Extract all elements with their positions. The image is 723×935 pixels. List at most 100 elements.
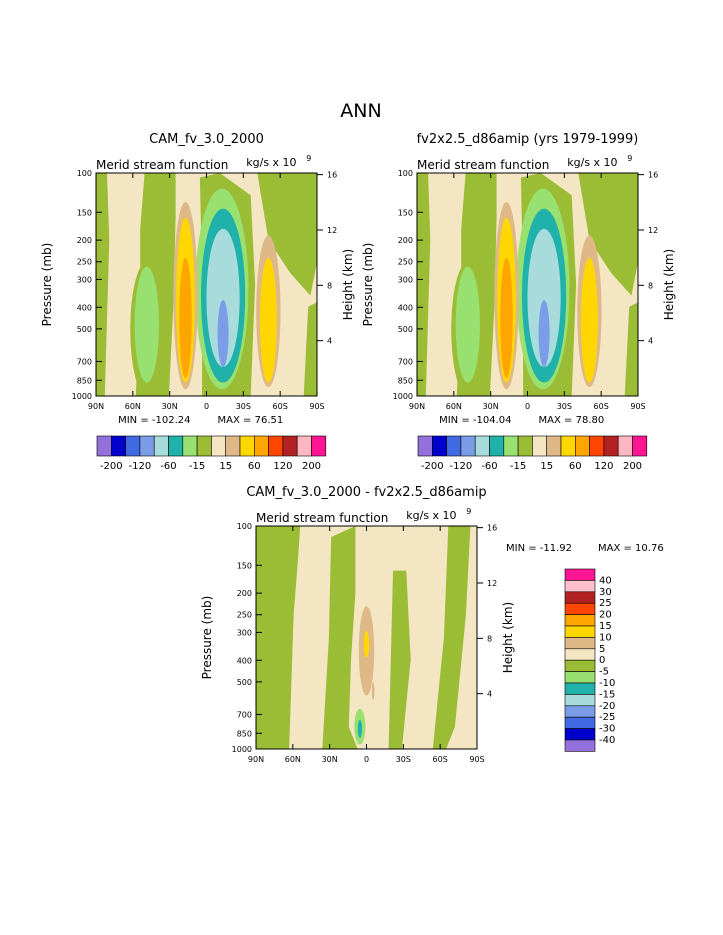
colorbar-swatch [446, 435, 462, 457]
x-tick-label: 60S [594, 402, 609, 411]
colorbar-swatch [460, 435, 476, 457]
field-cell-sh-ferrel-gold [259, 257, 277, 383]
diff-band-4 [432, 526, 471, 749]
y-tick-label: 400 [237, 656, 252, 665]
colorbar-swatch [489, 435, 505, 457]
x-tick-label: 90N [409, 402, 425, 411]
y-tick-label: 400 [398, 303, 413, 312]
colorbar-swatch [564, 568, 596, 581]
panel-bottom: 90N 60N 30N 0 30S 60S 90S100150200250300400500… [200, 485, 664, 764]
colorbar-swatch [153, 435, 169, 457]
y-tick-label: 700 [77, 357, 92, 366]
colorbar-swatch [564, 659, 596, 672]
x-tick-label: 90N [248, 755, 264, 764]
colorbar-swatch [311, 435, 327, 457]
field-band-sh-upper [578, 173, 638, 296]
field-band-sh-upper [257, 173, 317, 296]
x-tick-label: 30N [162, 402, 178, 411]
max-label: MAX = 76.51 [218, 415, 284, 426]
field-cell-nh-orange [179, 257, 192, 379]
field-cell-sh-core [538, 300, 550, 368]
x-tick-label: 90S [309, 402, 324, 411]
colorbar-swatch [564, 739, 596, 752]
y-tick-label: 500 [77, 325, 92, 334]
colorbar-label: -15 [189, 461, 205, 472]
field-band-left [417, 173, 431, 396]
colorbar-label: -120 [450, 461, 473, 472]
y-axis-label: Pressure (mb) [40, 243, 54, 327]
y2-tick-label: 8 [487, 634, 492, 643]
x-tick-label: 60N [446, 402, 462, 411]
colorbar-label: 15 [599, 621, 612, 632]
colorbar-swatch [564, 648, 596, 661]
colorbar-label: -30 [599, 724, 615, 735]
diff-blob-small [371, 682, 375, 700]
colorbar-swatch [564, 671, 596, 684]
units-label: kg/s x 10 [406, 509, 456, 522]
y-tick-label: 700 [398, 357, 413, 366]
colorbar-label: 60 [569, 461, 582, 472]
colorbar-label: 15 [540, 461, 553, 472]
y-tick-label: 1000 [232, 745, 252, 754]
y-tick-label: 300 [398, 275, 413, 284]
colorbar-swatch [564, 728, 596, 741]
y2-tick-label: 12 [327, 226, 337, 235]
y-tick-label: 250 [237, 611, 252, 620]
y2-tick-label: 4 [648, 337, 653, 346]
y-tick-label: 200 [77, 236, 92, 245]
colorbar-swatch [617, 435, 633, 457]
x-tick-label: 60N [125, 402, 141, 411]
colorbar-label: 25 [599, 598, 612, 609]
units-exponent: 9 [466, 507, 471, 516]
colorbar-swatch [296, 435, 312, 457]
diff-band-1 [256, 526, 301, 749]
colorbar-swatch [564, 614, 596, 627]
y-axis-label: Pressure (mb) [361, 243, 375, 327]
y-tick-label: 1000 [393, 392, 413, 401]
y-tick-label: 700 [237, 710, 252, 719]
colorbar-swatch [546, 435, 562, 457]
max-label: MAX = 78.80 [539, 415, 605, 426]
colorbar-swatch [603, 435, 619, 457]
colorbar-swatch [474, 435, 490, 457]
field-label: Merid stream function [256, 511, 388, 525]
colorbar-swatch [225, 435, 241, 457]
colorbar-swatch [564, 625, 596, 638]
y2-axis-label: Height (km) [501, 602, 515, 673]
colorbar-label: 60 [248, 461, 261, 472]
y2-tick-label: 12 [487, 579, 497, 588]
colorbar-label: 0 [599, 655, 605, 666]
figure-title: ANN [340, 100, 381, 122]
colorbar-label: 5 [599, 644, 605, 655]
y2-tick-label: 4 [327, 337, 332, 346]
colorbar-label: 40 [599, 575, 612, 586]
colorbar-swatch [182, 435, 198, 457]
x-tick-label: 90N [88, 402, 104, 411]
colorbar-swatch [125, 435, 141, 457]
panels-group: 90N 60N 30N 0 30S 60S 90S100150200250300400500… [40, 132, 676, 764]
colorbar-swatch [560, 435, 576, 457]
panel-top-left: 90N 60N 30N 0 30S 60S 90S 100 150 200 250 300 400 500… [40, 132, 355, 472]
field-cell-nh-ferrel-core [455, 266, 480, 383]
colorbar-label: 200 [623, 461, 642, 472]
min-label: MIN = -102.24 [118, 415, 190, 426]
colorbar-label: 120 [273, 461, 292, 472]
min-label: MIN = -11.92 [506, 543, 572, 554]
colorbar-swatch [211, 435, 226, 457]
colorbar-swatch [111, 435, 126, 457]
y-tick-label: 200 [398, 236, 413, 245]
x-tick-label: 60S [433, 755, 448, 764]
y-tick-label: 850 [237, 729, 252, 738]
y-tick-label: 1000 [72, 392, 92, 401]
panel-title: CAM_fv_3.0_2000 - fv2x2.5_d86amip [246, 485, 486, 500]
field-cell-sh-cyan [206, 228, 240, 368]
colorbar-swatch [564, 716, 596, 729]
units-exponent: 9 [627, 154, 632, 163]
y2-axis-label: Height (km) [662, 249, 676, 320]
y2-tick-label: 12 [648, 226, 658, 235]
y-tick-label: 200 [237, 589, 252, 598]
colorbar-swatch [139, 435, 155, 457]
colorbar-label: 15 [219, 461, 232, 472]
